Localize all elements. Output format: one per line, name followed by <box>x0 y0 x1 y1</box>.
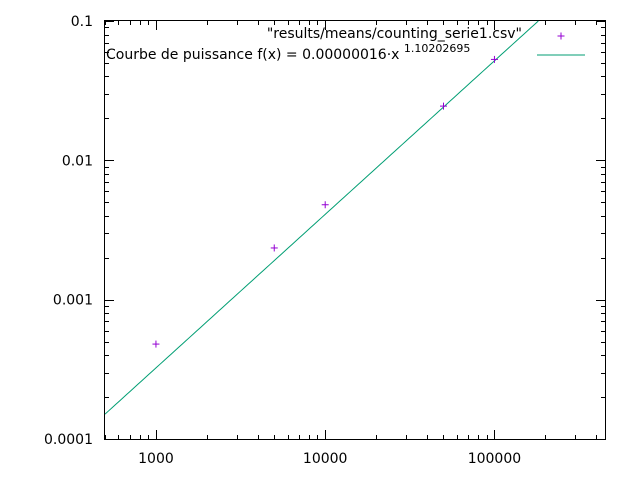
axis-tick-labels: 0.1 0.01 0.001 0.0001 1000 10000 100000 <box>44 14 521 467</box>
data-series <box>152 55 498 348</box>
data-point <box>439 102 447 110</box>
y-tick-label: 0.0001 <box>44 432 93 448</box>
data-point <box>490 55 498 63</box>
legend: "results/means/counting_serie1.csv" Cour… <box>106 26 585 63</box>
y-tick-label: 0.001 <box>53 293 93 309</box>
legend-plus-marker <box>557 32 565 40</box>
x-tick-label: 100000 <box>468 451 521 467</box>
fit-series <box>104 20 539 415</box>
y-tick-label: 0.1 <box>71 14 93 30</box>
legend-label-fit-exponent: 1.10202695 <box>404 42 470 55</box>
plot-frame <box>104 20 606 440</box>
data-point <box>321 201 329 209</box>
data-point <box>152 340 160 348</box>
axis-ticks <box>105 21 605 440</box>
x-tick-label: 10000 <box>303 451 348 467</box>
legend-label-fit: Courbe de puissance f(x) = 0.00000016·x … <box>106 42 470 63</box>
data-point <box>270 244 278 252</box>
y-tick-label: 0.01 <box>62 153 93 169</box>
legend-marker-points <box>557 32 565 40</box>
legend-label-points: "results/means/counting_serie1.csv" <box>267 26 522 42</box>
x-tick-label: 1000 <box>138 451 174 467</box>
legend-label-fit-text: Courbe de puissance f(x) = 0.00000016·x <box>106 47 399 63</box>
fit-line <box>104 20 539 415</box>
